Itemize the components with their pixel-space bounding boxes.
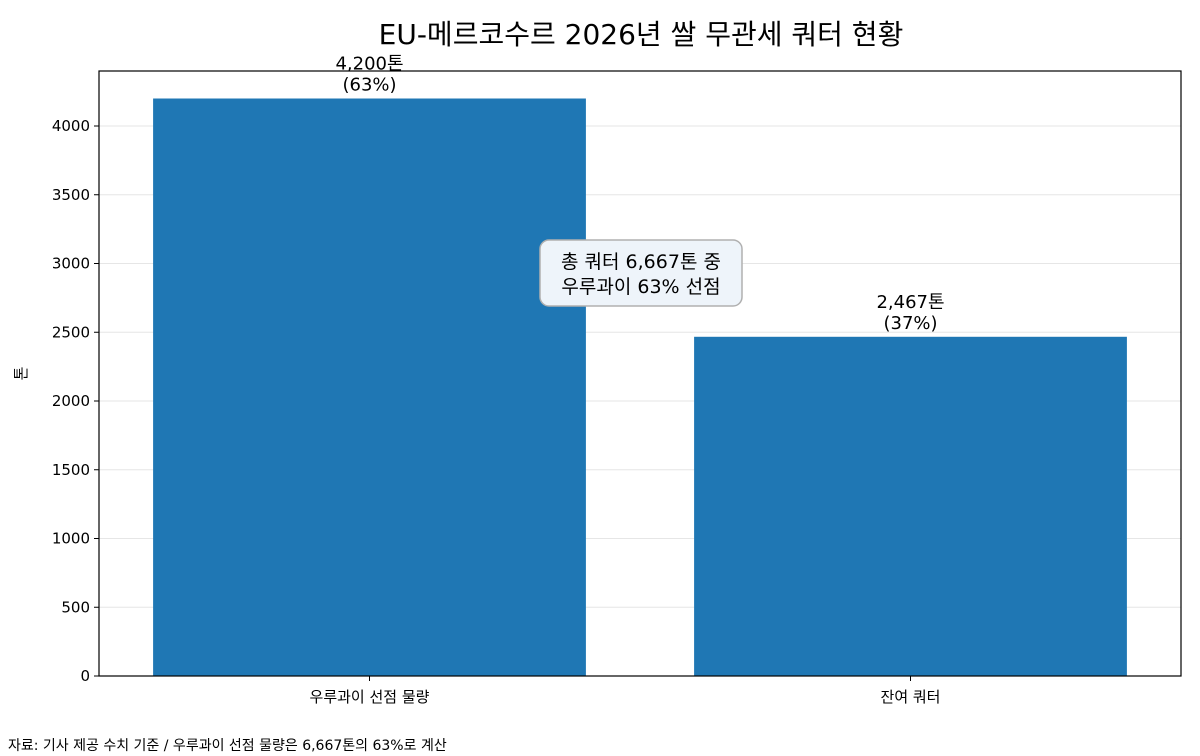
y-axis: 0 500 1000 1500 2000 2500 3000 3500 4000 [52,117,99,685]
y-tick-label: 3500 [52,186,90,204]
y-tick-label: 2000 [52,392,90,410]
y-tick-label: 1000 [52,530,90,548]
y-tick-label: 3000 [52,255,90,273]
chart-title: EU-메르코수르 2026년 쌀 무관세 쿼터 현황 [379,18,904,51]
bar-percent-label: (63%) [342,75,396,96]
bar-value-labels: 4,200톤(63%) 2,467톤(37%) [335,54,944,334]
bar-percent-label: (37%) [883,313,937,334]
bar-value-label: 2,467톤 [876,292,944,313]
annotation-box-frame [539,239,743,307]
bar [153,98,586,676]
y-tick-label: 500 [61,598,90,616]
x-axis: 우루과이 선점 물량 잔여 쿼터 [310,676,941,706]
x-tick-label: 우루과이 선점 물량 [310,688,430,706]
y-tick-label: 1500 [52,461,90,479]
x-tick-label: 잔여 쿼터 [881,688,941,706]
bars [153,98,1127,676]
plot-frame [98,70,1182,677]
source-caption: 자료: 기사 제공 수치 기준 / 우루과이 선점 물량은 6,667톤의 63… [8,738,447,754]
y-tick-label: 0 [80,667,90,685]
bar-value-label: 4,200톤 [335,54,403,75]
annotation-line-1: 총 쿼터 6,667톤 중 [561,251,721,273]
annotation-line-2: 우루과이 63% 선점 [561,276,720,298]
y-tick-label: 2500 [52,323,90,341]
y-tick-label: 4000 [52,117,90,135]
y-axis-label: 톤 [12,367,30,381]
bar [694,336,1127,676]
